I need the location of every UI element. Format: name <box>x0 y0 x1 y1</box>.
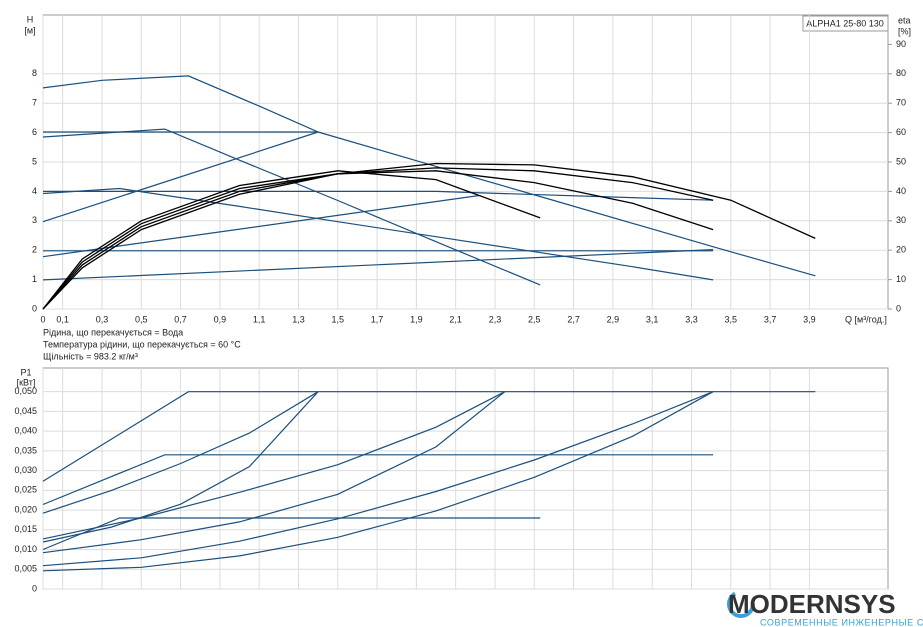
x-tick-label: 0,3 <box>96 314 109 324</box>
y2-tick-label: 10 <box>896 274 906 284</box>
x-tick-label: 1,3 <box>292 314 305 324</box>
x-tick-label: 1,7 <box>371 314 384 324</box>
bottom-plot-frame <box>42 367 889 590</box>
x-tick-label: 1,5 <box>332 314 345 324</box>
x-tick-label: 2,3 <box>489 314 502 324</box>
x-tick-label: 1,1 <box>253 314 266 324</box>
x-tick-label: 2,1 <box>449 314 462 324</box>
x-tick-label: 0,5 <box>135 314 148 324</box>
y2-tick-label: 60 <box>896 127 906 137</box>
y-tick-label: 0,005 <box>14 564 37 574</box>
y-unit: [м] <box>24 25 35 35</box>
y2-tick-label: 30 <box>896 215 906 225</box>
y-tick-label: 6 <box>32 127 37 137</box>
x-tick-label: 3,3 <box>685 314 698 324</box>
y2-tick-label: 80 <box>896 68 906 78</box>
y-tick-label: 8 <box>32 68 37 78</box>
annotation: Температура рідини, що перекачується = 6… <box>43 339 241 349</box>
x-tick-label: 3,1 <box>646 314 659 324</box>
y-tick-label: 0,015 <box>14 524 37 534</box>
curve <box>42 391 714 567</box>
x-tick-label: 3,9 <box>803 314 816 324</box>
annotation: Рідина, що перекачується = Вода <box>43 327 183 337</box>
y-tick-label: 0,020 <box>14 504 37 514</box>
y2-unit: [%] <box>898 26 911 36</box>
y-tick-label: 2 <box>32 245 37 255</box>
x-tick-label: 0 <box>40 314 45 324</box>
y-tick-label: 0,010 <box>14 544 37 554</box>
y2-tick-label: 40 <box>896 186 906 196</box>
title-box <box>802 15 889 32</box>
y-tick-label: 5 <box>32 156 37 166</box>
curve <box>42 454 714 506</box>
y2-tick-label: 0 <box>896 303 901 313</box>
y-tick-label: 7 <box>32 98 37 108</box>
y2-label: eta <box>898 15 911 25</box>
curve <box>43 190 714 201</box>
x-tick-label: 2,7 <box>567 314 580 324</box>
curve <box>42 170 541 310</box>
y2-tick-label: 20 <box>896 245 906 255</box>
logo-ring <box>727 590 755 618</box>
y-label: H <box>27 14 34 24</box>
curve <box>42 391 714 572</box>
y-tick-label: 0,045 <box>14 406 37 416</box>
y-tick-label: 0,050 <box>14 386 37 396</box>
logo-name: MODERNSYS <box>728 589 896 619</box>
y2-tick-label: 70 <box>896 98 906 108</box>
y-tick-label: 0 <box>32 583 37 593</box>
curve <box>42 162 816 310</box>
y-tick-label: 4 <box>32 186 37 196</box>
curve <box>42 391 816 482</box>
y-unit: [кВт] <box>17 377 36 387</box>
y-tick-label: 0,040 <box>14 426 37 436</box>
y-tick-label: 3 <box>32 215 37 225</box>
x-tick-label: 2,9 <box>607 314 620 324</box>
y-tick-label: 0,035 <box>14 445 37 455</box>
curve <box>42 391 506 540</box>
annotation: Щільність = 983.2 кг/м³ <box>43 351 138 361</box>
x-tick-label: 0,7 <box>174 314 187 324</box>
y2-tick-label: 90 <box>896 39 906 49</box>
chart-title: ALPHA1 25-80 130 <box>806 18 884 28</box>
x-tick-label: 3,7 <box>764 314 777 324</box>
y-tick-label: 1 <box>32 274 37 284</box>
y2-tick-label: 50 <box>896 156 906 166</box>
y-tick-label: 0,030 <box>14 465 37 475</box>
x-label: Q [м³/год.] <box>845 314 887 324</box>
y-label: P1 <box>20 367 31 377</box>
curve <box>42 131 319 223</box>
y-tick-label: 0 <box>32 303 37 313</box>
curve <box>42 391 506 554</box>
curve <box>42 249 714 281</box>
x-tick-label: 2,5 <box>528 314 541 324</box>
x-tick-label: 3,5 <box>725 314 738 324</box>
x-tick-label: 0,9 <box>214 314 227 324</box>
curve <box>42 391 319 543</box>
logo-tagline: СОВРЕМЕННЫЕ ИНЖЕНЕРНЫЕ СИСТЕМЫ <box>760 617 923 627</box>
y-tick-label: 0,025 <box>14 485 37 495</box>
x-tick-label: 1,9 <box>410 314 423 324</box>
curve <box>42 128 541 286</box>
curve <box>42 75 816 277</box>
x-tick-label: 0,1 <box>56 314 69 324</box>
curve <box>42 517 541 551</box>
curve <box>42 391 319 514</box>
logo: MODERNSYS СОВРЕМЕННЫЕ ИНЖЕНЕРНЫЕ СИСТЕМЫ <box>727 589 923 627</box>
